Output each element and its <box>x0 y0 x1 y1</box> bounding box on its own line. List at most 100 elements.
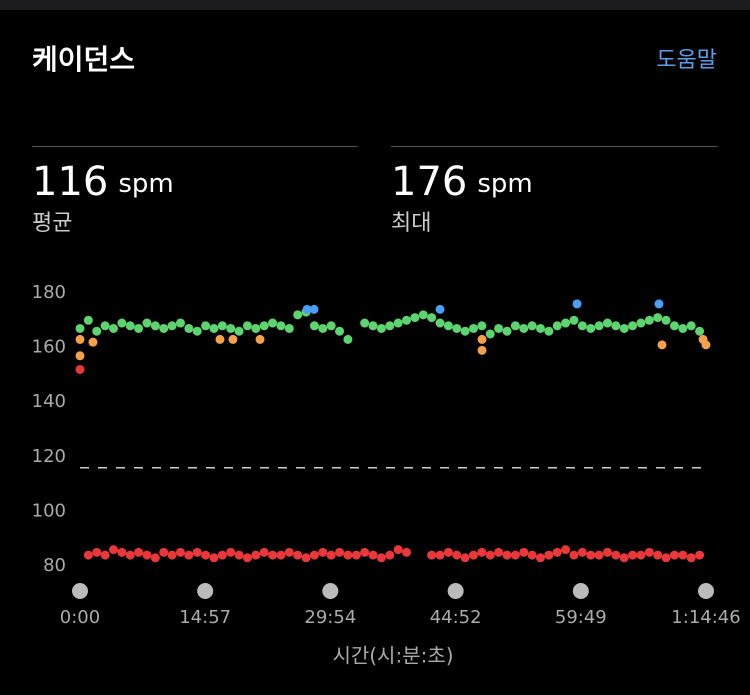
data-point <box>234 326 244 336</box>
y-tick-label: 180 <box>32 282 66 303</box>
data-point <box>628 321 638 331</box>
data-point <box>669 550 679 560</box>
y-tick-label: 100 <box>32 500 66 521</box>
data-point <box>175 318 185 328</box>
data-point <box>619 553 629 563</box>
data-point <box>142 550 152 560</box>
data-point <box>335 326 345 336</box>
data-point <box>569 315 579 325</box>
stat-label: 최대 <box>391 211 431 236</box>
data-point <box>653 313 663 323</box>
data-point <box>443 321 453 331</box>
data-point <box>209 553 219 563</box>
data-point <box>385 550 395 560</box>
data-point <box>351 550 361 560</box>
data-point <box>695 550 705 560</box>
data-point <box>653 550 663 560</box>
data-point <box>192 547 202 557</box>
data-point <box>309 321 319 331</box>
data-point <box>686 321 696 331</box>
data-point <box>226 323 236 333</box>
data-point <box>418 310 428 320</box>
data-point <box>309 550 319 560</box>
data-point <box>469 323 479 333</box>
data-point <box>75 364 85 374</box>
data-point <box>569 550 579 560</box>
data-point <box>572 299 582 309</box>
data-point <box>485 550 495 560</box>
data-point <box>368 550 378 560</box>
data-point <box>535 553 545 563</box>
data-point <box>251 550 261 560</box>
data-point <box>376 553 386 563</box>
data-point <box>477 547 487 557</box>
data-point <box>175 547 185 557</box>
data-point <box>602 318 612 328</box>
data-point <box>535 323 545 333</box>
data-point <box>301 553 311 563</box>
stat-unit: spm <box>477 169 532 199</box>
data-point <box>318 547 328 557</box>
help-link[interactable]: 도움말 <box>656 48 717 73</box>
data-point <box>477 321 487 331</box>
title: 케이던스 <box>32 43 135 76</box>
x-tick-mark <box>447 583 464 599</box>
data-point <box>661 553 671 563</box>
data-point <box>150 321 160 331</box>
x-tick-label: 1:14:46 <box>671 607 740 628</box>
x-tick-mark <box>698 583 714 599</box>
data-point <box>594 550 604 560</box>
data-point <box>669 321 679 331</box>
data-point <box>502 326 512 336</box>
stat-label: 평균 <box>32 211 72 236</box>
data-point <box>636 550 646 560</box>
data-point <box>611 321 621 331</box>
y-tick-label: 80 <box>43 555 66 576</box>
x-tick-mark <box>572 583 589 599</box>
data-point <box>602 547 612 557</box>
data-point <box>234 550 244 560</box>
data-point <box>142 318 152 328</box>
data-point <box>376 323 386 333</box>
data-point <box>255 334 265 344</box>
data-point <box>88 337 98 347</box>
data-point <box>510 550 520 560</box>
data-point <box>318 323 328 333</box>
data-point <box>100 550 110 560</box>
data-point <box>268 550 278 560</box>
data-point <box>586 323 596 333</box>
data-point <box>184 323 194 333</box>
data-point <box>527 321 537 331</box>
data-point <box>217 321 227 331</box>
data-point <box>215 334 225 344</box>
data-point <box>259 547 269 557</box>
data-point <box>544 326 554 336</box>
data-point <box>117 547 127 557</box>
data-point <box>701 340 711 350</box>
data-point <box>443 547 453 557</box>
y-tick-label: 140 <box>32 391 66 412</box>
data-point <box>242 321 252 331</box>
data-point <box>134 323 144 333</box>
data-point <box>92 326 102 336</box>
x-tick-label: 0:00 <box>60 607 100 628</box>
data-point <box>167 321 177 331</box>
x-tick-mark <box>72 583 88 599</box>
data-point <box>502 550 512 560</box>
x-tick-label: 44:52 <box>430 607 482 628</box>
data-point <box>167 550 177 560</box>
data-point <box>552 321 562 331</box>
data-point <box>75 351 85 361</box>
data-point <box>544 550 554 560</box>
data-point <box>402 315 412 325</box>
data-point <box>343 334 353 344</box>
data-point <box>519 323 529 333</box>
data-point <box>326 550 336 560</box>
data-point <box>586 550 596 560</box>
data-point <box>192 326 202 336</box>
data-point <box>159 323 169 333</box>
data-point <box>577 321 587 331</box>
data-point <box>117 318 127 328</box>
data-point <box>125 550 135 560</box>
